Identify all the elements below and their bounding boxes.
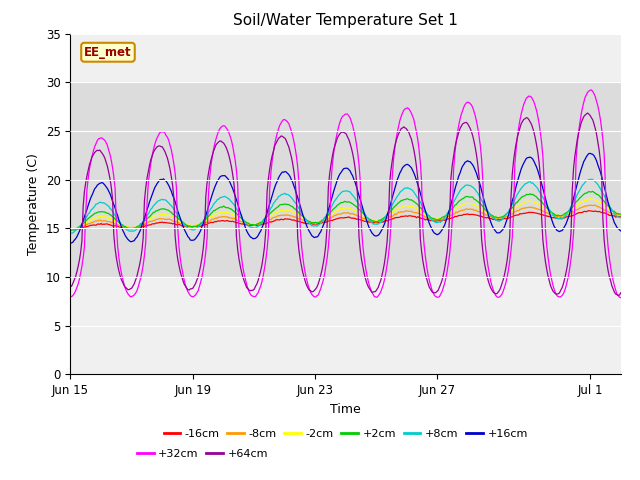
Text: EE_met: EE_met bbox=[84, 46, 132, 59]
-2cm bbox=[617, 211, 625, 217]
-8cm bbox=[617, 212, 625, 218]
-8cm bbox=[572, 207, 580, 213]
+64cm bbox=[502, 265, 509, 271]
X-axis label: Time: Time bbox=[330, 403, 361, 416]
Line: -8cm: -8cm bbox=[70, 205, 621, 229]
+2cm bbox=[449, 205, 456, 211]
-16cm bbox=[572, 211, 580, 217]
-2cm bbox=[588, 196, 595, 202]
Y-axis label: Temperature (C): Temperature (C) bbox=[28, 153, 40, 255]
-2cm bbox=[68, 227, 76, 232]
+16cm bbox=[67, 240, 74, 246]
-16cm bbox=[492, 217, 499, 223]
+32cm bbox=[449, 216, 456, 222]
Legend: +32cm, +64cm: +32cm, +64cm bbox=[132, 444, 273, 464]
Bar bbox=[70, 82, 621, 277]
+64cm bbox=[584, 110, 591, 116]
+8cm bbox=[572, 194, 580, 200]
-8cm bbox=[450, 211, 458, 217]
-2cm bbox=[492, 215, 499, 220]
-2cm bbox=[450, 207, 458, 213]
-16cm bbox=[67, 227, 74, 232]
-16cm bbox=[68, 227, 76, 232]
+8cm bbox=[67, 230, 74, 236]
+8cm bbox=[450, 199, 458, 205]
+64cm bbox=[617, 290, 625, 296]
-2cm bbox=[67, 227, 74, 232]
+16cm bbox=[386, 204, 394, 210]
+2cm bbox=[502, 211, 509, 217]
-16cm bbox=[617, 214, 625, 220]
-8cm bbox=[69, 227, 77, 232]
+64cm bbox=[109, 196, 116, 202]
-16cm bbox=[585, 208, 593, 214]
+32cm bbox=[502, 280, 509, 286]
+2cm bbox=[617, 211, 625, 217]
-2cm bbox=[503, 211, 511, 217]
+16cm bbox=[502, 220, 509, 226]
+32cm bbox=[571, 202, 579, 208]
-2cm bbox=[110, 217, 118, 223]
+64cm bbox=[490, 290, 498, 296]
+16cm bbox=[571, 190, 579, 196]
+64cm bbox=[386, 180, 394, 186]
+16cm bbox=[617, 228, 625, 234]
+2cm bbox=[490, 215, 498, 220]
+16cm bbox=[449, 196, 456, 202]
-8cm bbox=[492, 216, 499, 221]
+64cm bbox=[571, 154, 579, 159]
+32cm bbox=[386, 241, 394, 247]
+32cm bbox=[588, 87, 595, 93]
Line: +16cm: +16cm bbox=[70, 153, 621, 243]
-2cm bbox=[387, 210, 395, 216]
-8cm bbox=[591, 203, 599, 208]
+8cm bbox=[492, 217, 499, 223]
Line: -2cm: -2cm bbox=[70, 199, 621, 229]
Title: Soil/Water Temperature Set 1: Soil/Water Temperature Set 1 bbox=[233, 13, 458, 28]
+32cm bbox=[617, 295, 625, 300]
-16cm bbox=[450, 215, 458, 221]
-8cm bbox=[110, 221, 118, 227]
-16cm bbox=[503, 216, 511, 221]
+8cm bbox=[110, 211, 118, 216]
+16cm bbox=[586, 150, 594, 156]
Line: +32cm: +32cm bbox=[70, 90, 621, 298]
+64cm bbox=[614, 292, 622, 298]
+32cm bbox=[109, 165, 116, 170]
+2cm bbox=[571, 201, 579, 206]
+8cm bbox=[503, 210, 511, 216]
Line: -16cm: -16cm bbox=[70, 211, 621, 229]
Line: +2cm: +2cm bbox=[70, 192, 621, 230]
+8cm bbox=[387, 205, 395, 211]
+2cm bbox=[109, 214, 116, 219]
+8cm bbox=[617, 215, 625, 221]
-8cm bbox=[503, 213, 511, 219]
+64cm bbox=[67, 284, 74, 290]
-16cm bbox=[387, 216, 395, 222]
+16cm bbox=[490, 227, 498, 232]
Line: +64cm: +64cm bbox=[70, 113, 621, 295]
+8cm bbox=[68, 230, 76, 236]
+8cm bbox=[588, 176, 595, 182]
-16cm bbox=[110, 223, 118, 228]
+16cm bbox=[109, 198, 116, 204]
+32cm bbox=[490, 290, 498, 296]
-8cm bbox=[67, 226, 74, 232]
-8cm bbox=[387, 213, 395, 219]
+2cm bbox=[386, 209, 394, 215]
+64cm bbox=[449, 162, 456, 168]
+32cm bbox=[67, 293, 74, 299]
+2cm bbox=[67, 228, 74, 233]
+2cm bbox=[589, 189, 596, 194]
Line: +8cm: +8cm bbox=[70, 179, 621, 233]
-2cm bbox=[572, 204, 580, 209]
